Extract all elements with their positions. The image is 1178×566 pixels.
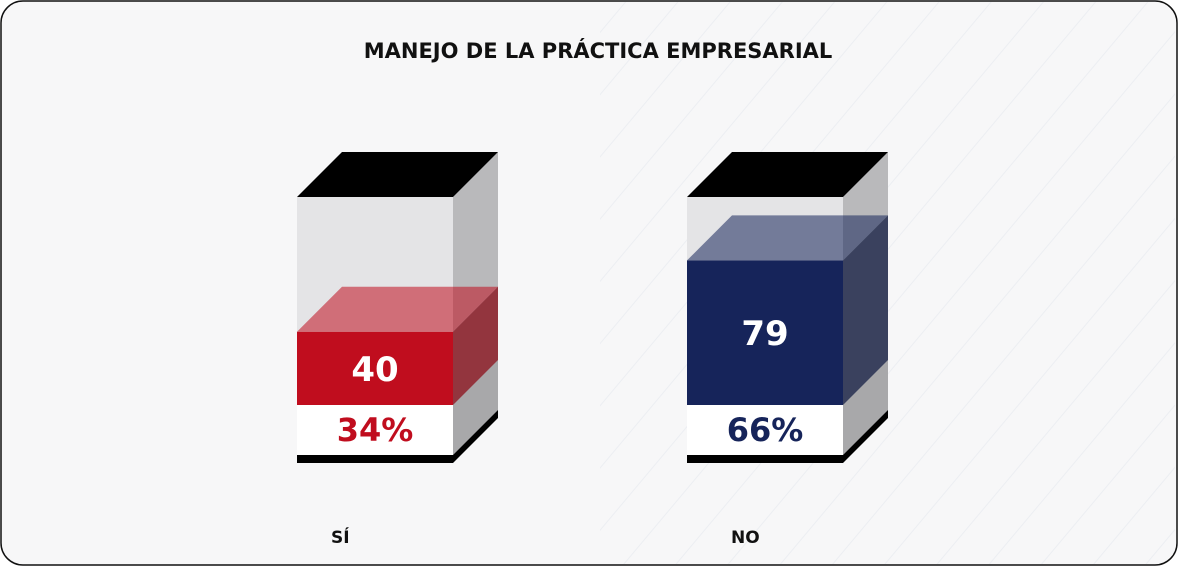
- bar-top: [687, 215, 888, 261]
- bar-top: [297, 286, 498, 332]
- cube-base-side: [453, 360, 498, 455]
- cube-floor: [297, 410, 498, 463]
- cube-base-side: [843, 360, 888, 455]
- cube-base: [687, 405, 843, 455]
- bar-side: [843, 215, 888, 405]
- bar: [687, 260, 843, 405]
- x-tick-label: NO: [731, 528, 760, 548]
- value-label: 40: [351, 350, 398, 390]
- cube-cap: [297, 152, 498, 197]
- value-label: 79: [741, 314, 788, 354]
- bar: [297, 331, 453, 405]
- x-tick-label: SÍ: [331, 526, 350, 548]
- percent-label: 34%: [337, 411, 414, 449]
- percent-label: 66%: [727, 411, 804, 449]
- bar-side: [453, 286, 498, 405]
- cube-cap: [687, 152, 888, 197]
- cube-floor: [687, 410, 888, 463]
- chart-title: MANEJO DE LA PRÁCTICA EMPRESARIAL: [364, 38, 833, 63]
- cube-base: [297, 405, 453, 455]
